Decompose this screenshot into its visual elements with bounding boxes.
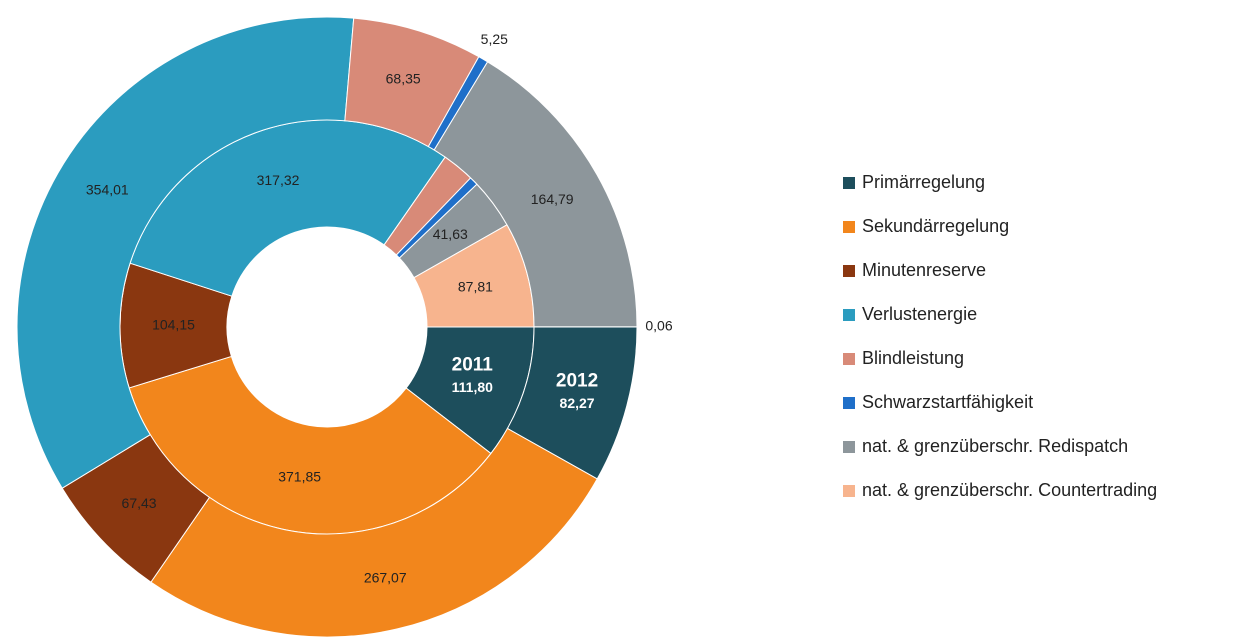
legend-label: Verlustenergie xyxy=(862,304,977,324)
data-label: 104,15 xyxy=(152,317,195,333)
legend-swatch xyxy=(843,441,855,453)
legend-label: Minutenreserve xyxy=(862,260,986,280)
legend-swatch xyxy=(843,265,855,277)
legend-swatch xyxy=(843,397,855,409)
legend-swatch xyxy=(843,485,855,497)
series-name: 2012 xyxy=(556,370,598,391)
data-label: 67,43 xyxy=(122,495,157,511)
legend-label: nat. & grenzüberschr. Redispatch xyxy=(862,436,1128,456)
data-label: 82,27 xyxy=(560,395,595,411)
legend-swatch xyxy=(843,221,855,233)
data-label: 87,81 xyxy=(458,279,493,295)
data-label: 111,80 xyxy=(452,379,493,395)
data-label: 5,25 xyxy=(481,31,508,47)
data-label: 317,32 xyxy=(257,172,300,188)
series-name: 2011 xyxy=(452,355,494,376)
legend-swatch xyxy=(843,353,855,365)
data-label: 371,85 xyxy=(278,469,321,485)
legend-swatch xyxy=(843,309,855,321)
legend: Primärregelung Sekundärregelung Minutenres… xyxy=(843,172,1157,500)
legend-label: Schwarzstartfähigkeit xyxy=(862,392,1033,412)
legend-swatch xyxy=(843,177,855,189)
legend-label: Blindleistung xyxy=(862,348,964,368)
data-label: 354,01 xyxy=(86,181,129,197)
data-label: 164,79 xyxy=(531,191,574,207)
data-label: 0,06 xyxy=(645,318,672,334)
legend-label: nat. & grenzüberschr. Countertrading xyxy=(862,480,1157,500)
data-label: 267,07 xyxy=(364,570,407,586)
legend-label: Sekundärregelung xyxy=(862,216,1009,236)
legend-label: Primärregelung xyxy=(862,172,985,192)
data-label: 68,35 xyxy=(386,71,421,87)
data-label: 41,63 xyxy=(433,226,468,242)
